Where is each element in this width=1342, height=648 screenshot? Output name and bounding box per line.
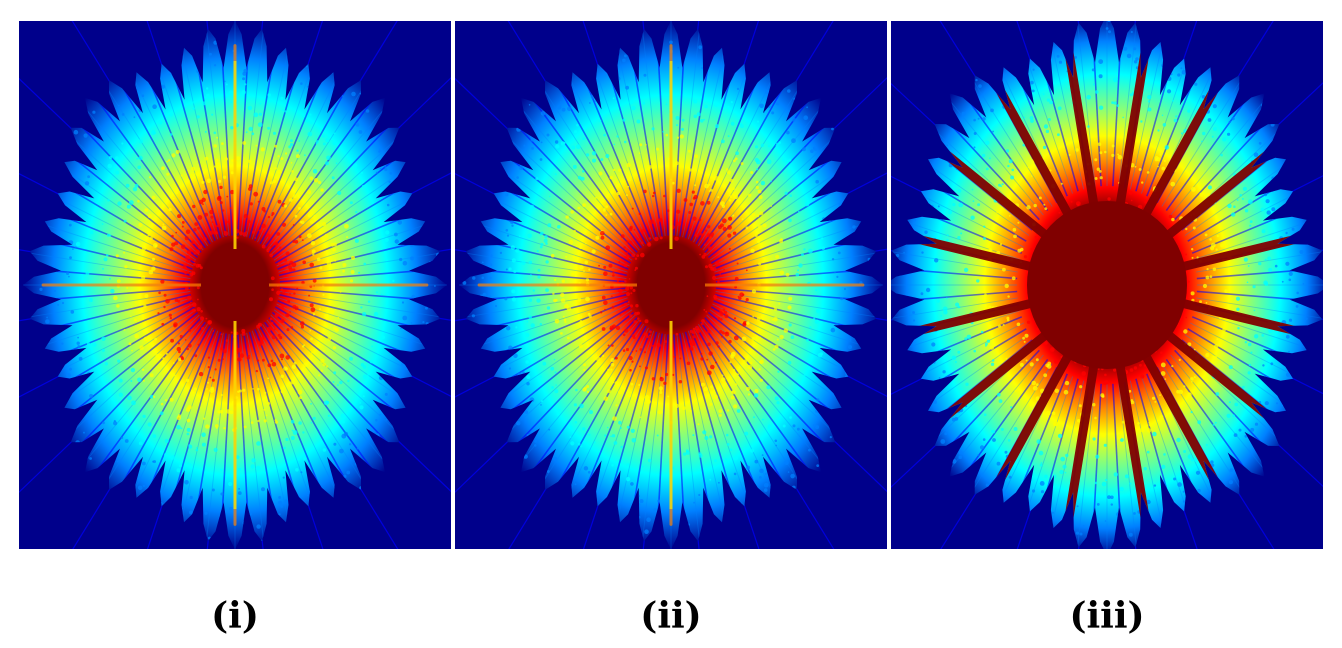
caption-iii: (iii) (1069, 595, 1145, 637)
caption-i: (i) (211, 595, 259, 637)
fractal-panel-iii (891, 21, 1323, 549)
fractal-image-i (19, 21, 451, 549)
caption-ii: (ii) (640, 595, 702, 637)
fractal-panel-ii (455, 21, 887, 549)
core (1027, 201, 1187, 369)
core (201, 249, 269, 321)
fractal-image-iii (891, 21, 1323, 549)
fractal-image-ii (455, 21, 887, 549)
core (637, 249, 705, 321)
speckle-dots (29, 29, 441, 544)
fractal-panel-i (19, 21, 451, 549)
